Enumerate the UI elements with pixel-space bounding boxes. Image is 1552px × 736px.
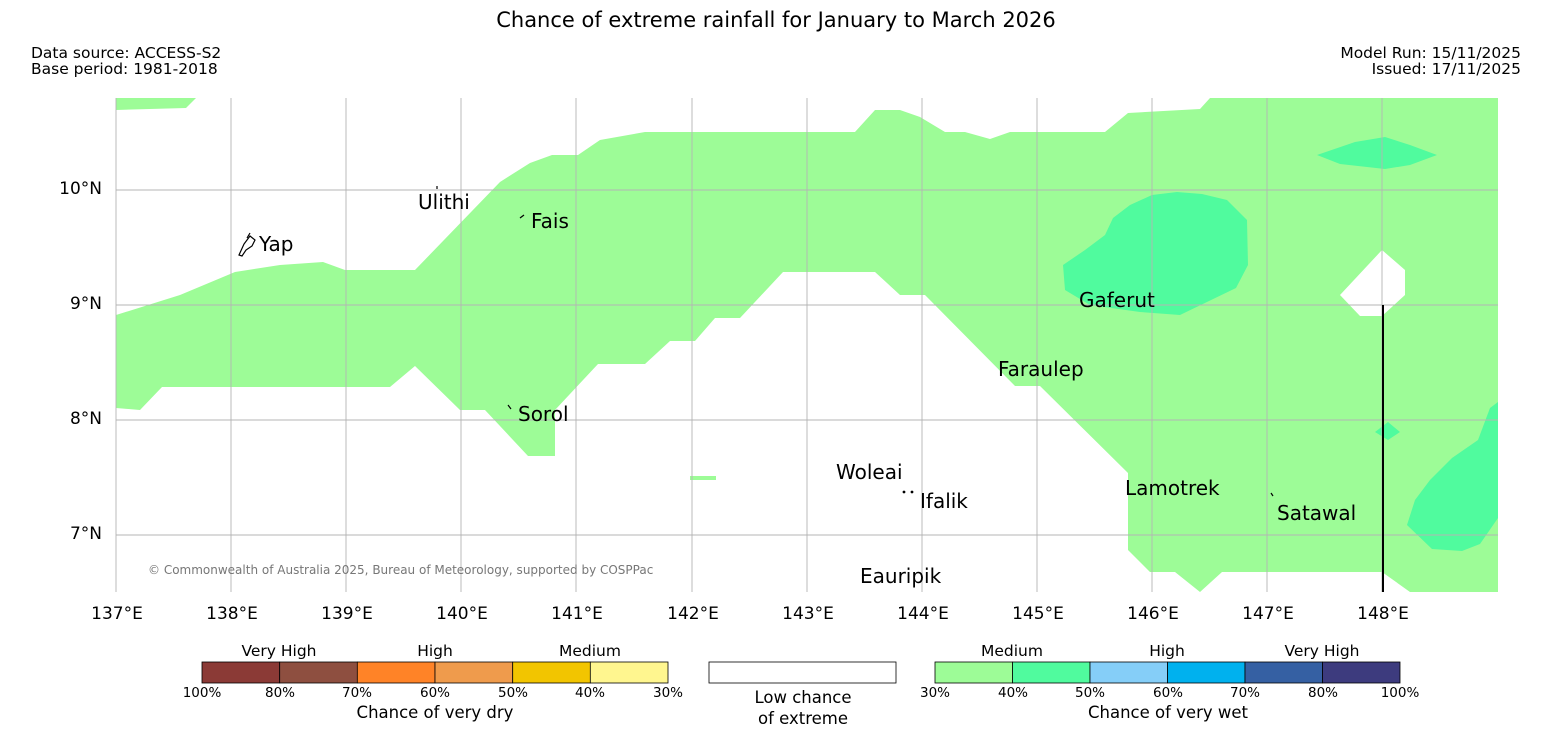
legend-wet-tick: 80% bbox=[1307, 685, 1338, 701]
model-run: Model Run: 15/11/2025 bbox=[1340, 44, 1521, 62]
legend-dry-caption: Chance of very dry bbox=[356, 703, 514, 722]
legend-dry-swatch-3 bbox=[356, 661, 436, 684]
legend-dry-tick: 30% bbox=[652, 685, 683, 701]
rainfall-regions bbox=[116, 98, 1498, 592]
island-satawal bbox=[1270, 492, 1274, 497]
legend-wet-tick: 40% bbox=[997, 685, 1028, 701]
place-ifalik: Ifalik bbox=[920, 489, 968, 513]
region-medium-wet bbox=[690, 476, 716, 480]
legend-wet-category-high: High bbox=[1149, 642, 1185, 660]
island-ifalik-2 bbox=[910, 490, 914, 494]
legend-dry-swatch-1 bbox=[201, 661, 281, 684]
graticule bbox=[115, 98, 1498, 592]
legend-dry-tick: 80% bbox=[264, 685, 295, 701]
islands bbox=[238, 186, 1274, 497]
legend-wet-tick: 100% bbox=[1380, 685, 1420, 701]
lon-label-147e: 147°E bbox=[1242, 604, 1294, 624]
place-fais: Fais bbox=[531, 209, 569, 233]
legend-wet-swatch-3 bbox=[1089, 661, 1168, 684]
legend-wet-tick: 30% bbox=[919, 685, 950, 701]
legend-neutral-caption-line1: Low chance bbox=[754, 688, 852, 707]
legend-dry-swatch-5 bbox=[512, 661, 591, 684]
legend-wet-tick: 70% bbox=[1229, 685, 1260, 701]
legend-dry-tick: 50% bbox=[497, 685, 528, 701]
legend-wet-tick: 60% bbox=[1152, 685, 1183, 701]
place-yap: Yap bbox=[259, 232, 294, 256]
region-medium-wet bbox=[116, 98, 196, 110]
legend-dry-bar bbox=[201, 661, 669, 684]
lon-label-143e: 143°E bbox=[782, 604, 834, 624]
place-lamotrek: Lamotrek bbox=[1125, 476, 1220, 500]
region-high-wet bbox=[1375, 422, 1400, 440]
legend-dry-swatch-2 bbox=[279, 661, 358, 684]
legend-dry-tick: 40% bbox=[574, 685, 605, 701]
lat-label-8n: 8°N bbox=[69, 409, 102, 429]
legend-wet-swatch-6 bbox=[1322, 661, 1401, 684]
lon-label-141e: 141°E bbox=[551, 604, 603, 624]
place-sorol: Sorol bbox=[518, 402, 569, 426]
place-eauripik: Eauripik bbox=[860, 564, 942, 588]
legend-neutral-caption-line2: of extreme bbox=[757, 709, 849, 728]
issued-date: Issued: 17/11/2025 bbox=[1371, 59, 1521, 78]
legend-dry-swatch-4 bbox=[434, 661, 514, 684]
data-source: Data source: ACCESS-S2 bbox=[31, 44, 222, 62]
legend-dry-category-high: High bbox=[417, 642, 453, 660]
base-period: Base period: 1981-2018 bbox=[31, 59, 218, 78]
place-satawal: Satawal bbox=[1277, 501, 1357, 525]
lon-label-144e: 144°E bbox=[897, 604, 949, 624]
island-fais bbox=[519, 214, 525, 219]
lon-label-145e: 145°E bbox=[1012, 604, 1064, 624]
legend-wet-category-very-high: Very High bbox=[1284, 642, 1360, 660]
legend-wet-tick: 50% bbox=[1074, 685, 1105, 701]
lat-label-7n: 7°N bbox=[69, 524, 102, 544]
lon-label-148e: 148°E bbox=[1357, 604, 1409, 624]
island-yap bbox=[238, 232, 256, 257]
island-ifalik bbox=[902, 490, 906, 494]
region-low-chance bbox=[1340, 250, 1405, 316]
place-ulithi: Ulithi bbox=[418, 190, 470, 214]
lat-label-10n: 10°N bbox=[59, 179, 102, 199]
legend-dry-category-very-high: Very High bbox=[241, 642, 317, 660]
lon-label-146e: 146°E bbox=[1127, 604, 1179, 624]
lon-label-142e: 142°E bbox=[667, 604, 719, 624]
lon-label-140e: 140°E bbox=[436, 604, 488, 624]
meta-right: Model Run: 15/11/2025 Issued: 17/11/2025 bbox=[1340, 44, 1521, 78]
island-sorol bbox=[507, 404, 512, 410]
legend-wet-category-medium: Medium bbox=[981, 642, 1043, 660]
legend-wet-swatch-1 bbox=[934, 661, 1013, 684]
legend-dry-swatch-6 bbox=[589, 661, 669, 684]
lon-label-137e: 137°E bbox=[91, 604, 143, 624]
meta-left: Data source: ACCESS-S2 Base period: 1981… bbox=[31, 44, 222, 78]
legend-wet-caption: Chance of very wet bbox=[1088, 703, 1248, 722]
legend-wet-swatch-5 bbox=[1244, 661, 1323, 684]
region-high-wet bbox=[1407, 402, 1498, 551]
legend-dry-tick: 70% bbox=[341, 685, 372, 701]
lat-label-9n: 9°N bbox=[69, 294, 102, 314]
place-faraulep: Faraulep bbox=[998, 357, 1084, 381]
legend-neutral-box bbox=[708, 661, 897, 684]
legend-dry-category-medium: Medium bbox=[559, 642, 621, 660]
legend-wet-swatch-4 bbox=[1167, 661, 1246, 684]
place-gaferut: Gaferut bbox=[1079, 288, 1155, 312]
place-woleai: Woleai bbox=[836, 460, 903, 484]
lon-label-139e: 139°E bbox=[321, 604, 373, 624]
region-high-wet bbox=[1317, 137, 1437, 169]
lon-label-138e: 138°E bbox=[206, 604, 258, 624]
legend-dry-tick: 60% bbox=[419, 685, 450, 701]
region-high-wet bbox=[1063, 192, 1248, 315]
copyright-notice: © Commonwealth of Australia 2025, Bureau… bbox=[148, 563, 654, 577]
legend-dry-tick: 100% bbox=[182, 685, 222, 701]
map-title: Chance of extreme rainfall for January t… bbox=[496, 8, 1056, 32]
legend-wet-bar bbox=[934, 661, 1401, 684]
legend-wet-swatch-2 bbox=[1012, 661, 1091, 684]
